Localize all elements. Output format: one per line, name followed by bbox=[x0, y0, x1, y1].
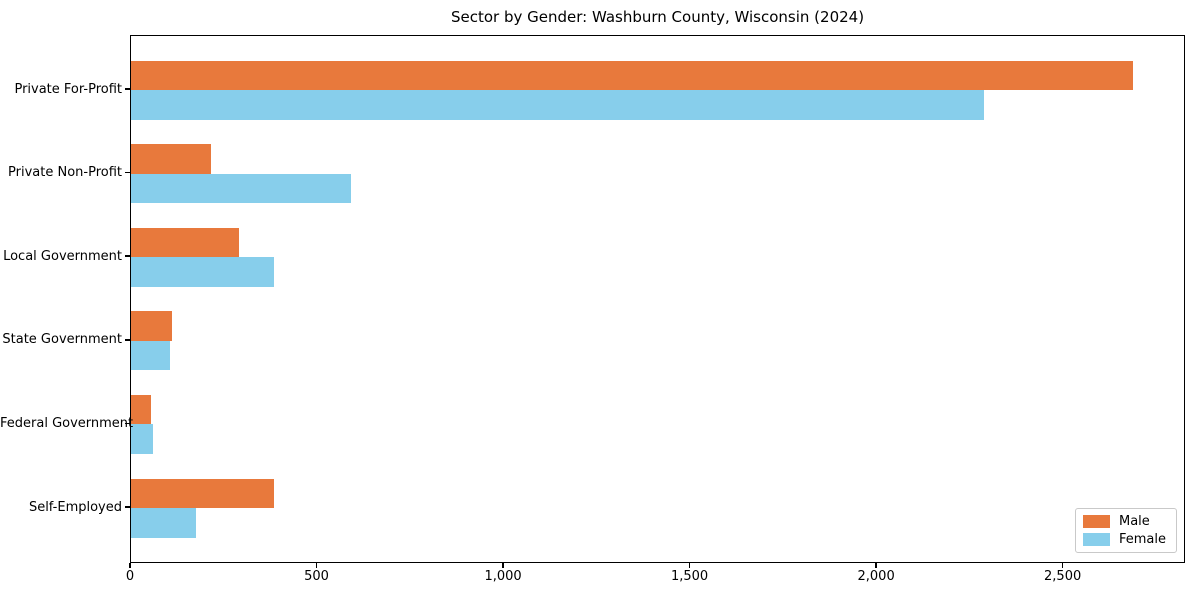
legend-swatch-female bbox=[1082, 533, 1110, 546]
bar-female-self-employed bbox=[131, 508, 197, 538]
y-tick-label-local-government: Local Government bbox=[3, 248, 122, 264]
y-tick-mark-federal-government bbox=[125, 422, 130, 425]
chart-title: Sector by Gender: Washburn County, Wisco… bbox=[450, 8, 865, 26]
x-tick-mark-2500 bbox=[1061, 563, 1064, 568]
y-tick-label-private-for-profit: Private For-Profit bbox=[14, 81, 122, 97]
legend: Male Female bbox=[1074, 508, 1177, 553]
x-tick-mark-500 bbox=[315, 563, 318, 568]
x-tick-label-2000: 2,000 bbox=[857, 569, 895, 584]
bar-female-federal-government bbox=[131, 424, 154, 454]
x-tick-label-0: 0 bbox=[125, 569, 135, 584]
x-tick-label-2500: 2,500 bbox=[1044, 569, 1082, 584]
legend-label-male: Male bbox=[1118, 514, 1150, 529]
x-tick-label-500: 500 bbox=[304, 569, 329, 584]
x-tick-mark-2000 bbox=[875, 563, 877, 568]
y-tick-mark-self-employed bbox=[125, 506, 130, 508]
x-tick-mark-1000 bbox=[502, 563, 504, 568]
legend-row-female: Female bbox=[1082, 532, 1166, 547]
bar-female-local-government bbox=[131, 257, 275, 287]
bar-male-local-government bbox=[131, 227, 239, 258]
y-tick-label-federal-government: Federal Government bbox=[0, 415, 134, 431]
y-tick-label-self-employed: Self-Employed bbox=[28, 499, 122, 515]
y-tick-label-state-government: State Government bbox=[2, 332, 122, 348]
bar-female-state-government bbox=[131, 340, 171, 371]
x-tick-mark-0 bbox=[129, 563, 131, 568]
bar-male-private-non-profit bbox=[131, 144, 212, 174]
x-tick-mark-1500 bbox=[688, 563, 691, 568]
x-tick-label-1000: 1,000 bbox=[484, 569, 522, 584]
y-tick-mark-private-for-profit bbox=[125, 88, 130, 90]
bar-male-private-for-profit bbox=[131, 60, 1133, 90]
y-tick-label-private-non-profit: Private Non-Profit bbox=[8, 165, 122, 181]
legend-label-female: Female bbox=[1118, 532, 1166, 547]
bar-female-private-non-profit bbox=[131, 173, 351, 204]
bar-male-federal-government bbox=[131, 394, 152, 425]
legend-swatch-male bbox=[1082, 515, 1110, 528]
bars-layer bbox=[131, 36, 1184, 562]
y-tick-mark-state-government bbox=[125, 339, 130, 341]
bar-male-self-employed bbox=[131, 478, 275, 508]
y-tick-mark-local-government bbox=[125, 255, 130, 257]
bar-male-state-government bbox=[131, 311, 172, 341]
legend-row-male: Male bbox=[1082, 514, 1166, 529]
x-tick-label-1500: 1,500 bbox=[670, 569, 709, 584]
bar-female-private-for-profit bbox=[131, 90, 984, 120]
plot-area: Male Female bbox=[130, 35, 1185, 563]
y-tick-mark-private-non-profit bbox=[125, 171, 130, 174]
